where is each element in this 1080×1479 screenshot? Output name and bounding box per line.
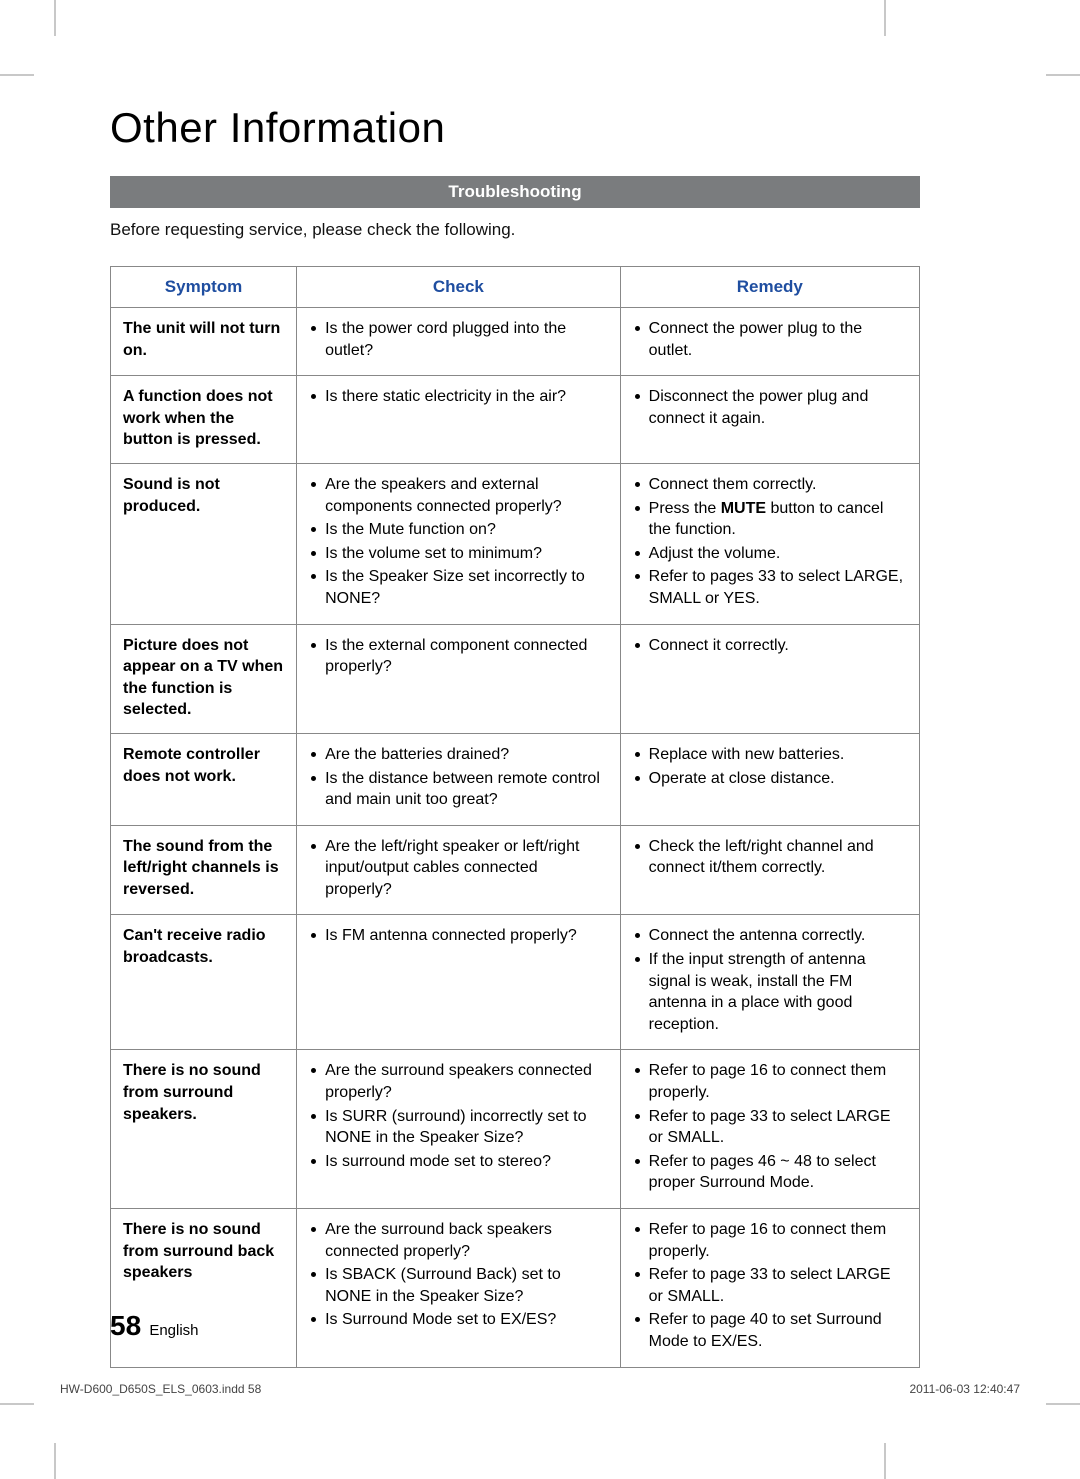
remedy-cell: Replace with new batteries.Operate at cl… bbox=[620, 733, 919, 825]
print-footer: HW-D600_D650S_ELS_0603.indd 58 2011-06-0… bbox=[60, 1382, 1020, 1396]
list-item: Refer to pages 33 to select LARGE, SMALL… bbox=[633, 566, 907, 609]
check-cell: Is FM antenna connected properly? bbox=[297, 915, 621, 1050]
list-item: Adjust the volume. bbox=[633, 543, 907, 565]
symptom-cell: A function does not work when the button… bbox=[111, 376, 297, 464]
crop-mark bbox=[0, 1403, 34, 1405]
symptom-cell: Sound is not produced. bbox=[111, 463, 297, 624]
table-row: A function does not work when the button… bbox=[111, 376, 920, 464]
list-item: Are the surround speakers connected prop… bbox=[309, 1060, 608, 1103]
section-bar-troubleshooting: Troubleshooting bbox=[110, 176, 920, 208]
page-number: 58 bbox=[110, 1310, 141, 1341]
page-language: English bbox=[149, 1322, 198, 1339]
list-item: Refer to page 33 to select LARGE or SMAL… bbox=[633, 1264, 907, 1307]
crop-mark bbox=[54, 0, 56, 36]
list-item: Is the power cord plugged into the outle… bbox=[309, 318, 608, 361]
table-row: Picture does not appear on a TV when the… bbox=[111, 624, 920, 733]
crop-mark bbox=[54, 1443, 56, 1479]
table-row: Sound is not produced. Are the speakers a… bbox=[111, 463, 920, 624]
page-content: Other Information Troubleshooting Before… bbox=[110, 104, 920, 1368]
list-item: Are the surround back speakers connected… bbox=[309, 1219, 608, 1262]
list-item: Are the left/right speaker or left/right… bbox=[309, 836, 608, 901]
list-item: Is SBACK (Surround Back) set to NONE in … bbox=[309, 1264, 608, 1307]
symptom-cell: Can't receive radio broadcasts. bbox=[111, 915, 297, 1050]
symptom-cell: Remote controller does not work. bbox=[111, 733, 297, 825]
list-item: Is the distance between remote control a… bbox=[309, 768, 608, 811]
list-item: Refer to page 40 to set Surround Mode to… bbox=[633, 1309, 907, 1352]
list-item: Refer to pages 46 ~ 48 to select proper … bbox=[633, 1151, 907, 1194]
print-timestamp: 2011-06-03 12:40:47 bbox=[909, 1382, 1020, 1396]
remedy-cell: Connect them correctly.Press the MUTE bu… bbox=[620, 463, 919, 624]
col-check: Check bbox=[297, 267, 621, 308]
symptom-cell: There is no sound from surround speakers… bbox=[111, 1050, 297, 1209]
list-item: Refer to page 16 to connect them properl… bbox=[633, 1219, 907, 1262]
list-item: Replace with new batteries. bbox=[633, 744, 907, 766]
symptom-cell: There is no sound from surround back spe… bbox=[111, 1209, 297, 1368]
list-item: Operate at close distance. bbox=[633, 768, 907, 790]
remedy-cell: Check the left/right channel and connect… bbox=[620, 825, 919, 915]
check-cell: Are the speakers and external components… bbox=[297, 463, 621, 624]
list-item: Connect them correctly. bbox=[633, 474, 907, 496]
list-item: Is the volume set to minimum? bbox=[309, 543, 608, 565]
list-item: Is there static electricity in the air? bbox=[309, 386, 608, 408]
table-header-row: Symptom Check Remedy bbox=[111, 267, 920, 308]
list-item: Refer to page 33 to select LARGE or SMAL… bbox=[633, 1106, 907, 1149]
remedy-cell: Refer to page 16 to connect them properl… bbox=[620, 1050, 919, 1209]
check-cell: Are the surround speakers connected prop… bbox=[297, 1050, 621, 1209]
table-row: There is no sound from surround back spe… bbox=[111, 1209, 920, 1368]
check-cell: Is there static electricity in the air? bbox=[297, 376, 621, 464]
list-item: Are the batteries drained? bbox=[309, 744, 608, 766]
list-item: If the input strength of antenna signal … bbox=[633, 949, 907, 1035]
remedy-cell: Disconnect the power plug and connect it… bbox=[620, 376, 919, 464]
remedy-cell: Connect the power plug to the outlet. bbox=[620, 308, 919, 376]
col-symptom: Symptom bbox=[111, 267, 297, 308]
check-cell: Are the surround back speakers connected… bbox=[297, 1209, 621, 1368]
list-item: Press the MUTE button to cancel the func… bbox=[633, 498, 907, 541]
check-cell: Are the left/right speaker or left/right… bbox=[297, 825, 621, 915]
list-item: Connect the antenna correctly. bbox=[633, 925, 907, 947]
page-footer: 58 English bbox=[110, 1310, 199, 1342]
remedy-cell: Refer to page 16 to connect them properl… bbox=[620, 1209, 919, 1368]
crop-mark bbox=[1046, 74, 1080, 76]
list-item: Check the left/right channel and connect… bbox=[633, 836, 907, 879]
crop-mark bbox=[884, 1443, 886, 1479]
remedy-cell: Connect it correctly. bbox=[620, 624, 919, 733]
symptom-cell: Picture does not appear on a TV when the… bbox=[111, 624, 297, 733]
table-row: There is no sound from surround speakers… bbox=[111, 1050, 920, 1209]
crop-mark bbox=[884, 0, 886, 36]
list-item: Disconnect the power plug and connect it… bbox=[633, 386, 907, 429]
check-cell: Is the external component connected prop… bbox=[297, 624, 621, 733]
list-item: Is FM antenna connected properly? bbox=[309, 925, 608, 947]
list-item: Is Surround Mode set to EX/ES? bbox=[309, 1309, 608, 1331]
page-title: Other Information bbox=[110, 104, 920, 152]
crop-mark bbox=[0, 74, 34, 76]
col-remedy: Remedy bbox=[620, 267, 919, 308]
list-item: Is the external component connected prop… bbox=[309, 635, 608, 678]
list-item: Refer to page 16 to connect them properl… bbox=[633, 1060, 907, 1103]
remedy-cell: Connect the antenna correctly.If the inp… bbox=[620, 915, 919, 1050]
list-item: Is the Speaker Size set incorrectly to N… bbox=[309, 566, 608, 609]
troubleshooting-table: Symptom Check Remedy The unit will not t… bbox=[110, 266, 920, 1368]
list-item: Is the Mute function on? bbox=[309, 519, 608, 541]
print-file: HW-D600_D650S_ELS_0603.indd 58 bbox=[60, 1382, 261, 1396]
list-item: Are the speakers and external components… bbox=[309, 474, 608, 517]
table-row: The sound from the left/right channels i… bbox=[111, 825, 920, 915]
table-row: Remote controller does not work.Are the … bbox=[111, 733, 920, 825]
check-cell: Is the power cord plugged into the outle… bbox=[297, 308, 621, 376]
list-item: Connect it correctly. bbox=[633, 635, 907, 657]
table-row: The unit will not turn on. Is the power c… bbox=[111, 308, 920, 376]
list-item: Connect the power plug to the outlet. bbox=[633, 318, 907, 361]
symptom-cell: The sound from the left/right channels i… bbox=[111, 825, 297, 915]
intro-text: Before requesting service, please check … bbox=[110, 220, 920, 240]
list-item: Is SURR (surround) incorrectly set to NO… bbox=[309, 1106, 608, 1149]
symptom-cell: The unit will not turn on. bbox=[111, 308, 297, 376]
list-item: Is surround mode set to stereo? bbox=[309, 1151, 608, 1173]
table-row: Can't receive radio broadcasts. Is FM ant… bbox=[111, 915, 920, 1050]
check-cell: Are the batteries drained?Is the distanc… bbox=[297, 733, 621, 825]
crop-mark bbox=[1046, 1403, 1080, 1405]
